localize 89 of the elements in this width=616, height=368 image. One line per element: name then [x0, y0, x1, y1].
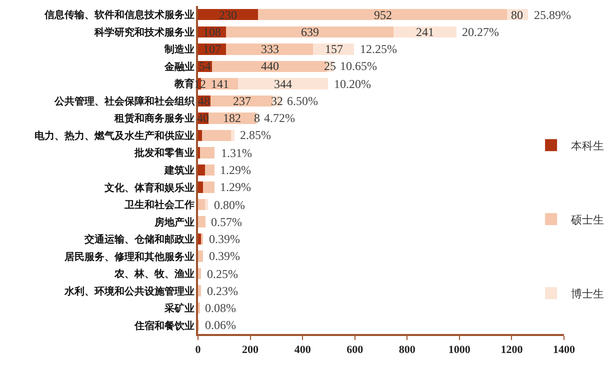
- data-label: 8: [254, 111, 260, 125]
- legend-label: 本科生: [571, 139, 604, 152]
- annotation: 0.06%: [205, 318, 236, 332]
- bar: [198, 250, 203, 262]
- bar: [226, 26, 394, 38]
- y-tick-label: 卫生和社会工作: [123, 199, 194, 212]
- y-tick-label: 电力、热力、燃气及水生产和供应业: [34, 130, 194, 142]
- data-label: 48: [198, 94, 210, 108]
- y-tick-label: 采矿业: [163, 302, 194, 315]
- annotation: 12.25%: [360, 42, 397, 56]
- x-tick-label: 0: [195, 344, 202, 356]
- bar: [198, 285, 201, 296]
- bar: [198, 268, 202, 280]
- bar: [393, 26, 456, 38]
- y-tick-label: 交通运输、仓储和邮政业: [83, 234, 194, 246]
- y-tick-label: 农、林、牧、渔业: [113, 268, 194, 280]
- data-label: 141: [211, 77, 229, 91]
- y-tick-label: 水利、环境和公共设施管理业: [63, 285, 194, 298]
- y-tick-label: 文化、体育和娱乐业: [103, 182, 194, 194]
- data-label: 107: [203, 42, 221, 56]
- bar: [198, 182, 204, 193]
- y-tick-label: 房地产业: [153, 216, 194, 228]
- annotation: 1.29%: [220, 180, 251, 194]
- bar: [203, 182, 214, 193]
- annotation: 0.57%: [211, 215, 242, 229]
- y-tick-label: 居民服务、修理和其他服务业: [63, 250, 194, 263]
- bar: [258, 9, 508, 20]
- x-tick-label: 200: [242, 344, 260, 356]
- annotation: 4.72%: [264, 111, 295, 125]
- x-tick-label: 400: [294, 344, 312, 356]
- bar: [198, 198, 205, 210]
- bar: [198, 164, 205, 176]
- annotation: 0.25%: [207, 267, 238, 281]
- bar: [226, 44, 314, 55]
- y-tick-label: 住宿和餐饮业: [133, 320, 194, 332]
- bar: [231, 130, 234, 142]
- annotation: 10.65%: [340, 59, 377, 73]
- annotation: 20.27%: [462, 25, 499, 39]
- data-label: 157: [325, 42, 343, 56]
- data-label: 440: [261, 59, 279, 73]
- y-tick-label: 制造业: [163, 44, 194, 56]
- annotation: 0.23%: [207, 284, 238, 298]
- y-tick-label: 建筑业: [163, 164, 194, 176]
- data-label: 333: [261, 42, 279, 56]
- data-label: 108: [203, 25, 221, 39]
- y-tick-label: 教育: [173, 78, 194, 90]
- x-tick-label: 1200: [500, 344, 524, 356]
- annotation: 2.85%: [240, 128, 271, 142]
- y-tick-label: 信息传输、软件和信息技术服务业: [43, 9, 194, 22]
- x-tick-label: 1000: [448, 344, 471, 356]
- data-label: 32: [271, 94, 283, 108]
- bar: [202, 130, 232, 142]
- data-label: 54: [199, 59, 211, 73]
- x-tick-label: 1400: [553, 344, 576, 356]
- data-label: 182: [223, 111, 241, 125]
- annotation: 25.89%: [534, 8, 571, 22]
- bar: [198, 130, 202, 142]
- bar: [238, 78, 328, 90]
- annotation: 0.08%: [205, 301, 236, 315]
- annotation: 1.31%: [221, 146, 252, 160]
- data-label: 230: [219, 8, 237, 22]
- annotation: 6.50%: [287, 94, 318, 108]
- x-tick-label: 800: [398, 344, 416, 356]
- y-tick-label: 租赁和商务服务业: [113, 112, 194, 125]
- data-label: 40: [197, 111, 209, 125]
- data-label: 25: [324, 59, 336, 73]
- data-label: 952: [374, 8, 392, 22]
- annotation: 0.39%: [209, 232, 240, 246]
- legend-label: 博士生: [571, 287, 604, 300]
- bar: [198, 233, 202, 245]
- x-tick-label: 600: [346, 344, 364, 356]
- data-label: 639: [301, 25, 319, 39]
- annotation: 10.20%: [334, 77, 371, 91]
- bar: [200, 147, 215, 158]
- annotation: 0.80%: [214, 198, 245, 212]
- legend-label: 硕士生: [570, 213, 604, 226]
- annotation: 1.29%: [220, 163, 251, 177]
- annotation: 0.39%: [209, 249, 240, 263]
- y-tick-label: 批发和零售业: [133, 147, 194, 160]
- data-label: 80: [511, 8, 523, 22]
- y-tick-label: 公共管理、社会保障和社会组织: [53, 95, 196, 108]
- data-label: 344: [274, 77, 292, 91]
- y-tick-label: 金融业: [163, 60, 194, 73]
- data-label: 241: [416, 25, 434, 39]
- bar: [313, 44, 354, 55]
- y-tick-label: 科学研究和技术服务业: [93, 26, 194, 38]
- bar: [204, 164, 214, 176]
- bar: [198, 216, 206, 228]
- data-label: 237: [233, 94, 251, 108]
